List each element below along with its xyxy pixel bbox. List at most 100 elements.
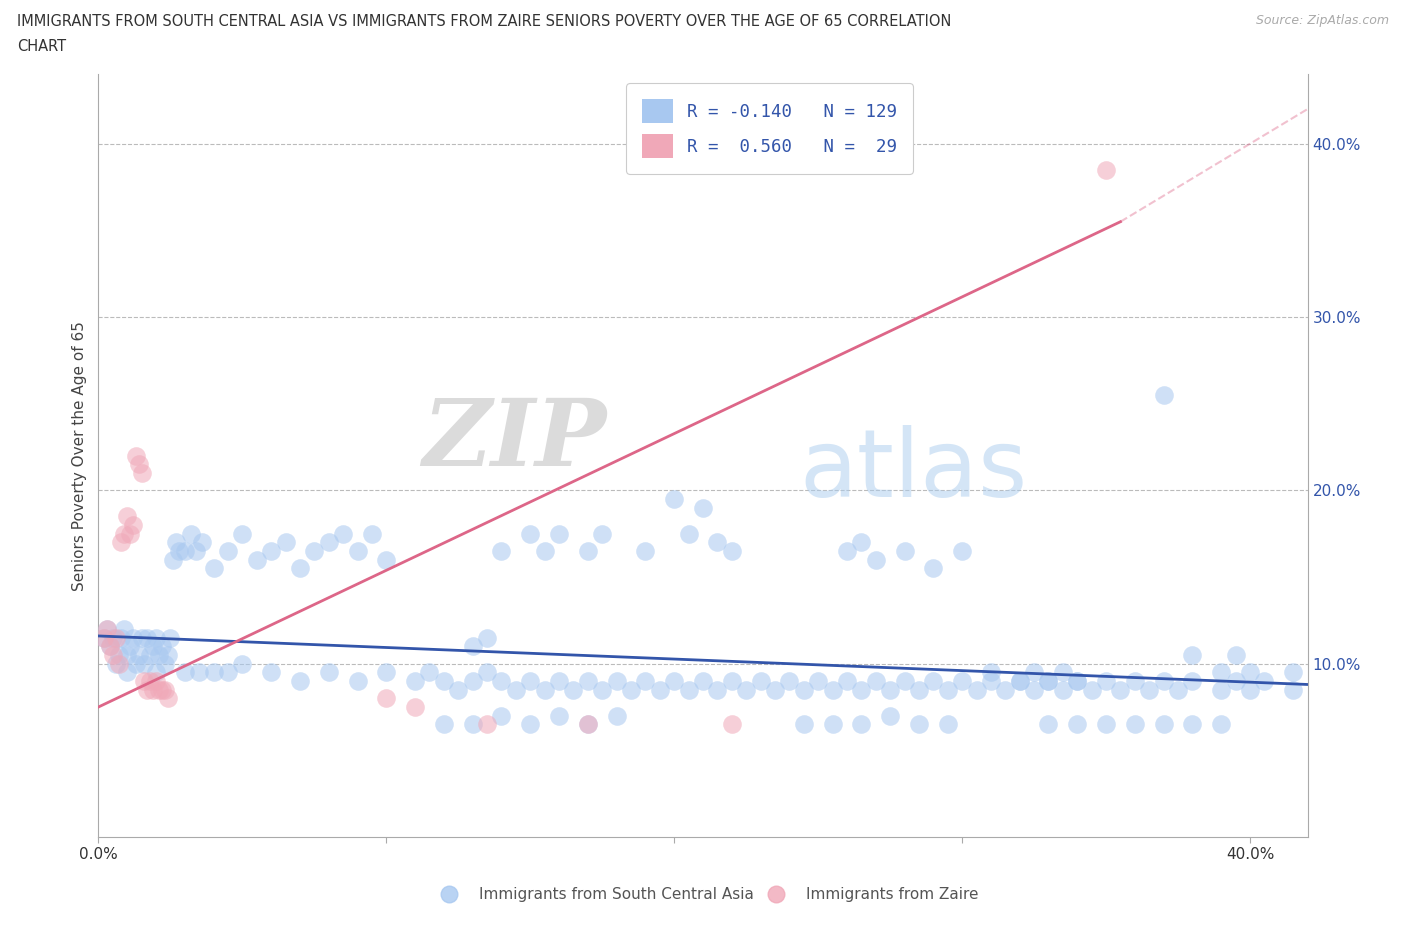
Point [950, 673, 973, 688]
Point [115, 509, 138, 524]
Point [533, 543, 555, 558]
Point [1022, 665, 1045, 680]
Point [115, 647, 138, 662]
Point [461, 717, 484, 732]
Point [908, 717, 931, 732]
Point [505, 683, 527, 698]
Point [893, 673, 915, 688]
Point [167, 543, 190, 558]
Point [678, 526, 700, 541]
Point [122, 631, 145, 645]
Point [136, 631, 159, 645]
Point [519, 526, 541, 541]
Point [274, 535, 297, 550]
Point [720, 543, 742, 558]
Point [231, 657, 253, 671]
Point [548, 709, 571, 724]
Point [173, 543, 195, 558]
Text: IMMIGRANTS FROM SOUTH CENTRAL ASIA VS IMMIGRANTS FROM ZAIRE SENIORS POVERTY OVER: IMMIGRANTS FROM SOUTH CENTRAL ASIA VS IM… [17, 14, 952, 29]
Point [162, 552, 184, 567]
Point [576, 673, 599, 688]
Point [835, 543, 858, 558]
Point [1181, 647, 1204, 662]
Point [491, 673, 513, 688]
Point [1211, 683, 1233, 698]
Point [865, 552, 887, 567]
Point [145, 631, 167, 645]
Text: Immigrants from Zaire: Immigrants from Zaire [806, 886, 979, 902]
Point [648, 683, 671, 698]
Point [404, 699, 426, 714]
Point [1080, 683, 1102, 698]
Point [591, 683, 613, 698]
Point [1282, 665, 1305, 680]
Point [950, 543, 973, 558]
Point [142, 639, 165, 654]
Point [1095, 162, 1118, 177]
Point [125, 448, 148, 463]
Point [664, 673, 686, 688]
Point [101, 631, 124, 645]
Point [142, 683, 165, 698]
Point [966, 683, 988, 698]
Point [1211, 717, 1233, 732]
Point [191, 535, 214, 550]
Point [433, 673, 456, 688]
Point [735, 683, 758, 698]
Legend: R = -0.140   N = 129, R =  0.560   N =  29: R = -0.140 N = 129, R = 0.560 N = 29 [626, 83, 912, 174]
Point [1123, 673, 1146, 688]
Point [125, 657, 148, 671]
Point [318, 665, 340, 680]
Point [893, 543, 915, 558]
Point [131, 466, 153, 481]
Point [1066, 717, 1088, 732]
Point [1181, 673, 1204, 688]
Point [634, 673, 657, 688]
Point [1211, 665, 1233, 680]
Point [1052, 665, 1074, 680]
Point [260, 665, 283, 680]
Point [1038, 673, 1060, 688]
Point [879, 709, 901, 724]
Point [148, 683, 170, 698]
Point [491, 709, 513, 724]
Point [1225, 647, 1247, 662]
Point [720, 717, 742, 732]
Point [793, 717, 815, 732]
Point [851, 717, 873, 732]
Point [304, 543, 326, 558]
Point [115, 665, 138, 680]
Point [1137, 683, 1160, 698]
Point [332, 526, 354, 541]
Point [519, 673, 541, 688]
Point [104, 657, 127, 671]
Point [606, 709, 628, 724]
Text: CHART: CHART [17, 39, 66, 54]
Point [591, 526, 613, 541]
Point [706, 683, 728, 698]
Point [180, 526, 202, 541]
Point [1109, 683, 1132, 698]
Point [692, 673, 714, 688]
Point [418, 665, 440, 680]
Point [98, 639, 121, 654]
Point [793, 683, 815, 698]
Point [1153, 717, 1175, 732]
Point [375, 665, 398, 680]
Point [1123, 717, 1146, 732]
Point [980, 673, 1002, 688]
Point [491, 543, 513, 558]
Point [120, 639, 142, 654]
Point [1008, 673, 1031, 688]
Point [128, 457, 150, 472]
Y-axis label: Seniors Poverty Over the Age of 65: Seniors Poverty Over the Age of 65 [72, 321, 87, 591]
Point [101, 647, 124, 662]
Point [202, 665, 225, 680]
Point [404, 673, 426, 688]
Point [375, 691, 398, 706]
Point [107, 657, 129, 671]
Point [634, 543, 657, 558]
Text: ZIP: ZIP [422, 395, 606, 485]
Point [1022, 683, 1045, 698]
Point [1239, 665, 1261, 680]
